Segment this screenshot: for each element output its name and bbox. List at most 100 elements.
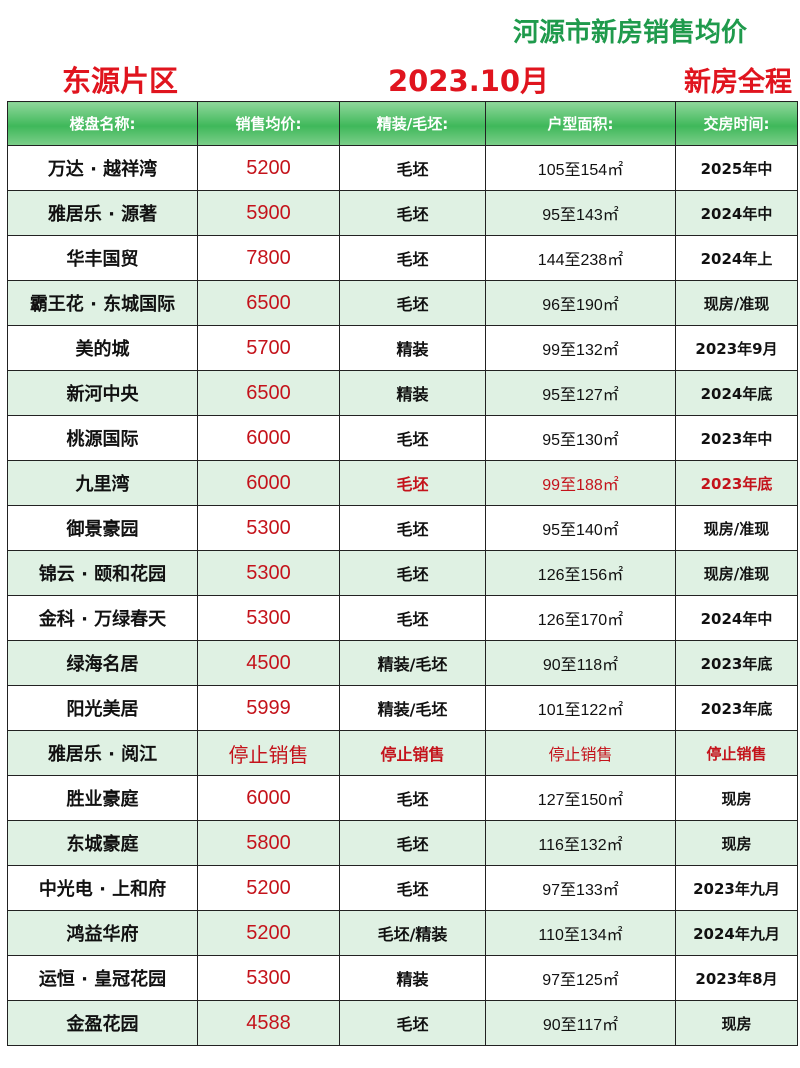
cell-name: 华丰国贸 (7, 235, 198, 281)
cell-finish: 毛坯 (339, 460, 486, 506)
cell-name: 锦云 · 颐和花园 (7, 550, 198, 596)
table-row: 运恒 · 皇冠花园 5300 精装 97至125㎡ 2023年8月 (7, 955, 798, 1001)
table-row: 九里湾 6000 毛坯 99至188㎡ 2023年底 (7, 460, 798, 506)
cell-name: 金科 · 万绿春天 (7, 595, 198, 641)
price-table: 楼盘名称: 销售均价: 精装/毛坯: 户型面积: 交房时间: 万达 · 越祥湾 5… (7, 101, 798, 1046)
table-row: 金科 · 万绿春天 5300 毛坯 126至170㎡ 2024年中 (7, 595, 798, 641)
cell-delivery: 2023年底 (675, 460, 798, 506)
cell-name: 绿海名居 (7, 640, 198, 686)
cell-name: 胜业豪庭 (7, 775, 198, 821)
cell-price: 5200 (197, 910, 340, 956)
cell-finish: 毛坯 (339, 145, 486, 191)
table-header-row: 楼盘名称: 销售均价: 精装/毛坯: 户型面积: 交房时间: (7, 101, 798, 146)
column-header-name: 楼盘名称: (7, 101, 198, 146)
cell-price: 5300 (197, 595, 340, 641)
cell-finish: 毛坯 (339, 865, 486, 911)
cell-area: 105至154㎡ (485, 145, 676, 191)
cell-area: 101至122㎡ (485, 685, 676, 731)
cell-delivery: 2023年底 (675, 685, 798, 731)
cell-name: 御景豪园 (7, 505, 198, 551)
table-row: 华丰国贸 7800 毛坯 144至238㎡ 2024年上 (7, 235, 798, 281)
cell-price: 5300 (197, 550, 340, 596)
cell-finish: 毛坯/精装 (339, 910, 486, 956)
cell-area: 126至156㎡ (485, 550, 676, 596)
cell-name: 新河中央 (7, 370, 198, 416)
cell-name: 桃源国际 (7, 415, 198, 461)
page-title: 河源市新房销售均价 (513, 18, 748, 48)
cell-price: 5800 (197, 820, 340, 866)
table-row: 鸿益华府 5200 毛坯/精装 110至134㎡ 2024年九月 (7, 910, 798, 956)
cell-area: 116至132㎡ (485, 820, 676, 866)
table-row: 金盈花园 4588 毛坯 90至117㎡ 现房 (7, 1000, 798, 1046)
cell-area: 96至190㎡ (485, 280, 676, 326)
cell-finish: 毛坯 (339, 280, 486, 326)
cell-name: 中光电 · 上和府 (7, 865, 198, 911)
cell-area: 97至125㎡ (485, 955, 676, 1001)
cell-area: 97至133㎡ (485, 865, 676, 911)
table-row: 雅居乐 · 阅江 停止销售 停止销售 停止销售 停止销售 (7, 730, 798, 776)
column-header-finish: 精装/毛坯: (339, 101, 486, 146)
table-row: 万达 · 越祥湾 5200 毛坯 105至154㎡ 2025年中 (7, 145, 798, 191)
cell-price: 5999 (197, 685, 340, 731)
cell-name: 鸿益华府 (7, 910, 198, 956)
cell-name: 雅居乐 · 源著 (7, 190, 198, 236)
cell-price: 4588 (197, 1000, 340, 1046)
cell-price: 5700 (197, 325, 340, 371)
cell-finish: 毛坯 (339, 820, 486, 866)
cell-delivery: 现房/准现 (675, 550, 798, 596)
cell-finish: 精装 (339, 325, 486, 371)
cell-finish: 精装 (339, 955, 486, 1001)
cell-price: 6000 (197, 775, 340, 821)
cell-price: 停止销售 (197, 730, 340, 776)
cell-delivery: 2023年九月 (675, 865, 798, 911)
table-row: 桃源国际 6000 毛坯 95至130㎡ 2023年中 (7, 415, 798, 461)
table-row: 中光电 · 上和府 5200 毛坯 97至133㎡ 2023年九月 (7, 865, 798, 911)
cell-area: 90至118㎡ (485, 640, 676, 686)
cell-price: 6500 (197, 370, 340, 416)
cell-area: 停止销售 (485, 730, 676, 776)
right-label: 新房全程 (684, 67, 792, 98)
cell-finish: 毛坯 (339, 190, 486, 236)
table-row: 新河中央 6500 精装 95至127㎡ 2024年底 (7, 370, 798, 416)
table-row: 雅居乐 · 源著 5900 毛坯 95至143㎡ 2024年中 (7, 190, 798, 236)
cell-area: 90至117㎡ (485, 1000, 676, 1046)
table-row: 御景豪园 5300 毛坯 95至140㎡ 现房/准现 (7, 505, 798, 551)
cell-finish: 毛坯 (339, 550, 486, 596)
cell-price: 6000 (197, 415, 340, 461)
cell-name: 万达 · 越祥湾 (7, 145, 198, 191)
cell-name: 阳光美居 (7, 685, 198, 731)
cell-price: 4500 (197, 640, 340, 686)
cell-finish: 毛坯 (339, 505, 486, 551)
column-header-delivery: 交房时间: (675, 101, 798, 146)
column-header-price: 销售均价: (197, 101, 340, 146)
cell-delivery: 2024年九月 (675, 910, 798, 956)
cell-name: 东城豪庭 (7, 820, 198, 866)
cell-delivery: 2024年上 (675, 235, 798, 281)
column-header-area: 户型面积: (485, 101, 676, 146)
cell-area: 95至127㎡ (485, 370, 676, 416)
cell-delivery: 现房 (675, 1000, 798, 1046)
cell-delivery: 2024年中 (675, 190, 798, 236)
cell-delivery: 2023年底 (675, 640, 798, 686)
cell-name: 霸王花 · 东城国际 (7, 280, 198, 326)
table-row: 东城豪庭 5800 毛坯 116至132㎡ 现房 (7, 820, 798, 866)
table-row: 美的城 5700 精装 99至132㎡ 2023年9月 (7, 325, 798, 371)
cell-delivery: 2023年9月 (675, 325, 798, 371)
cell-area: 95至130㎡ (485, 415, 676, 461)
cell-area: 99至188㎡ (485, 460, 676, 506)
cell-area: 144至238㎡ (485, 235, 676, 281)
cell-area: 95至143㎡ (485, 190, 676, 236)
table-row: 霸王花 · 东城国际 6500 毛坯 96至190㎡ 现房/准现 (7, 280, 798, 326)
cell-finish: 精装/毛坯 (339, 685, 486, 731)
cell-delivery: 现房 (675, 820, 798, 866)
cell-area: 126至170㎡ (485, 595, 676, 641)
cell-delivery: 现房/准现 (675, 505, 798, 551)
cell-finish: 毛坯 (339, 1000, 486, 1046)
cell-finish: 毛坯 (339, 595, 486, 641)
cell-finish: 精装 (339, 370, 486, 416)
cell-price: 6000 (197, 460, 340, 506)
cell-price: 7800 (197, 235, 340, 281)
cell-finish: 毛坯 (339, 415, 486, 461)
cell-price: 5300 (197, 955, 340, 1001)
cell-area: 95至140㎡ (485, 505, 676, 551)
